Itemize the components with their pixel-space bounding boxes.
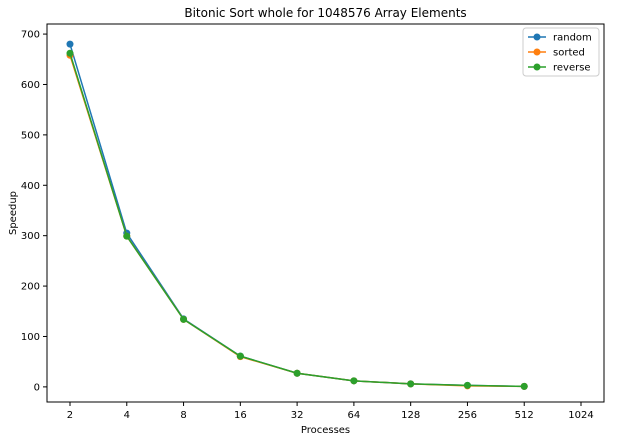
legend-marker bbox=[533, 63, 541, 71]
x-tick-label: 512 bbox=[515, 410, 534, 421]
x-tick-label: 8 bbox=[180, 410, 186, 421]
x-tick-label: 256 bbox=[458, 410, 477, 421]
x-tick-label: 16 bbox=[234, 410, 247, 421]
legend-item-reverse: reverse bbox=[528, 63, 591, 74]
y-tick-label: 400 bbox=[21, 181, 40, 192]
data-point bbox=[66, 49, 74, 57]
x-tick-label: 128 bbox=[401, 410, 420, 421]
chart-title: Bitonic Sort whole for 1048576 Array Ele… bbox=[184, 6, 466, 20]
y-tick-label: 600 bbox=[21, 80, 40, 91]
y-tick-label: 700 bbox=[21, 30, 40, 41]
legend-item-sorted: sorted bbox=[528, 48, 585, 59]
data-point bbox=[407, 380, 415, 388]
data-point bbox=[520, 382, 528, 390]
y-axis-label: Speedup bbox=[8, 191, 19, 235]
data-point bbox=[180, 315, 188, 323]
data-point bbox=[123, 232, 131, 240]
y-tick-label: 100 bbox=[21, 332, 40, 343]
legend-label: random bbox=[553, 33, 592, 44]
x-tick-label: 1024 bbox=[568, 410, 593, 421]
legend-box bbox=[522, 27, 600, 77]
y-tick-label: 500 bbox=[21, 130, 40, 141]
legend-label: sorted bbox=[553, 48, 585, 59]
legend-label: reverse bbox=[553, 63, 591, 74]
legend-item-random: random bbox=[528, 33, 592, 44]
y-tick-label: 300 bbox=[21, 231, 40, 242]
data-point bbox=[350, 377, 358, 385]
data-point bbox=[293, 369, 301, 377]
x-axis: 2 4 8 16 32 64 128 256 512 1024 bbox=[67, 402, 594, 421]
y-axis: 0 100 200 300 400 500 600 700 bbox=[21, 30, 47, 393]
legend-marker bbox=[533, 33, 541, 41]
data-point bbox=[236, 352, 244, 360]
series-reverse bbox=[66, 49, 528, 390]
plot-area bbox=[46, 23, 605, 403]
data-point bbox=[463, 381, 471, 389]
x-tick-label: 64 bbox=[348, 410, 361, 421]
x-axis-label: Processes bbox=[301, 425, 350, 436]
series-layer bbox=[66, 40, 528, 390]
x-tick-label: 32 bbox=[291, 410, 304, 421]
x-tick-label: 4 bbox=[124, 410, 130, 421]
legend-marker bbox=[533, 48, 541, 56]
y-tick-label: 200 bbox=[21, 282, 40, 293]
legend: random sorted reverse bbox=[522, 27, 600, 77]
x-tick-label: 2 bbox=[67, 410, 73, 421]
data-point bbox=[66, 40, 74, 48]
y-tick-label: 0 bbox=[34, 382, 40, 393]
